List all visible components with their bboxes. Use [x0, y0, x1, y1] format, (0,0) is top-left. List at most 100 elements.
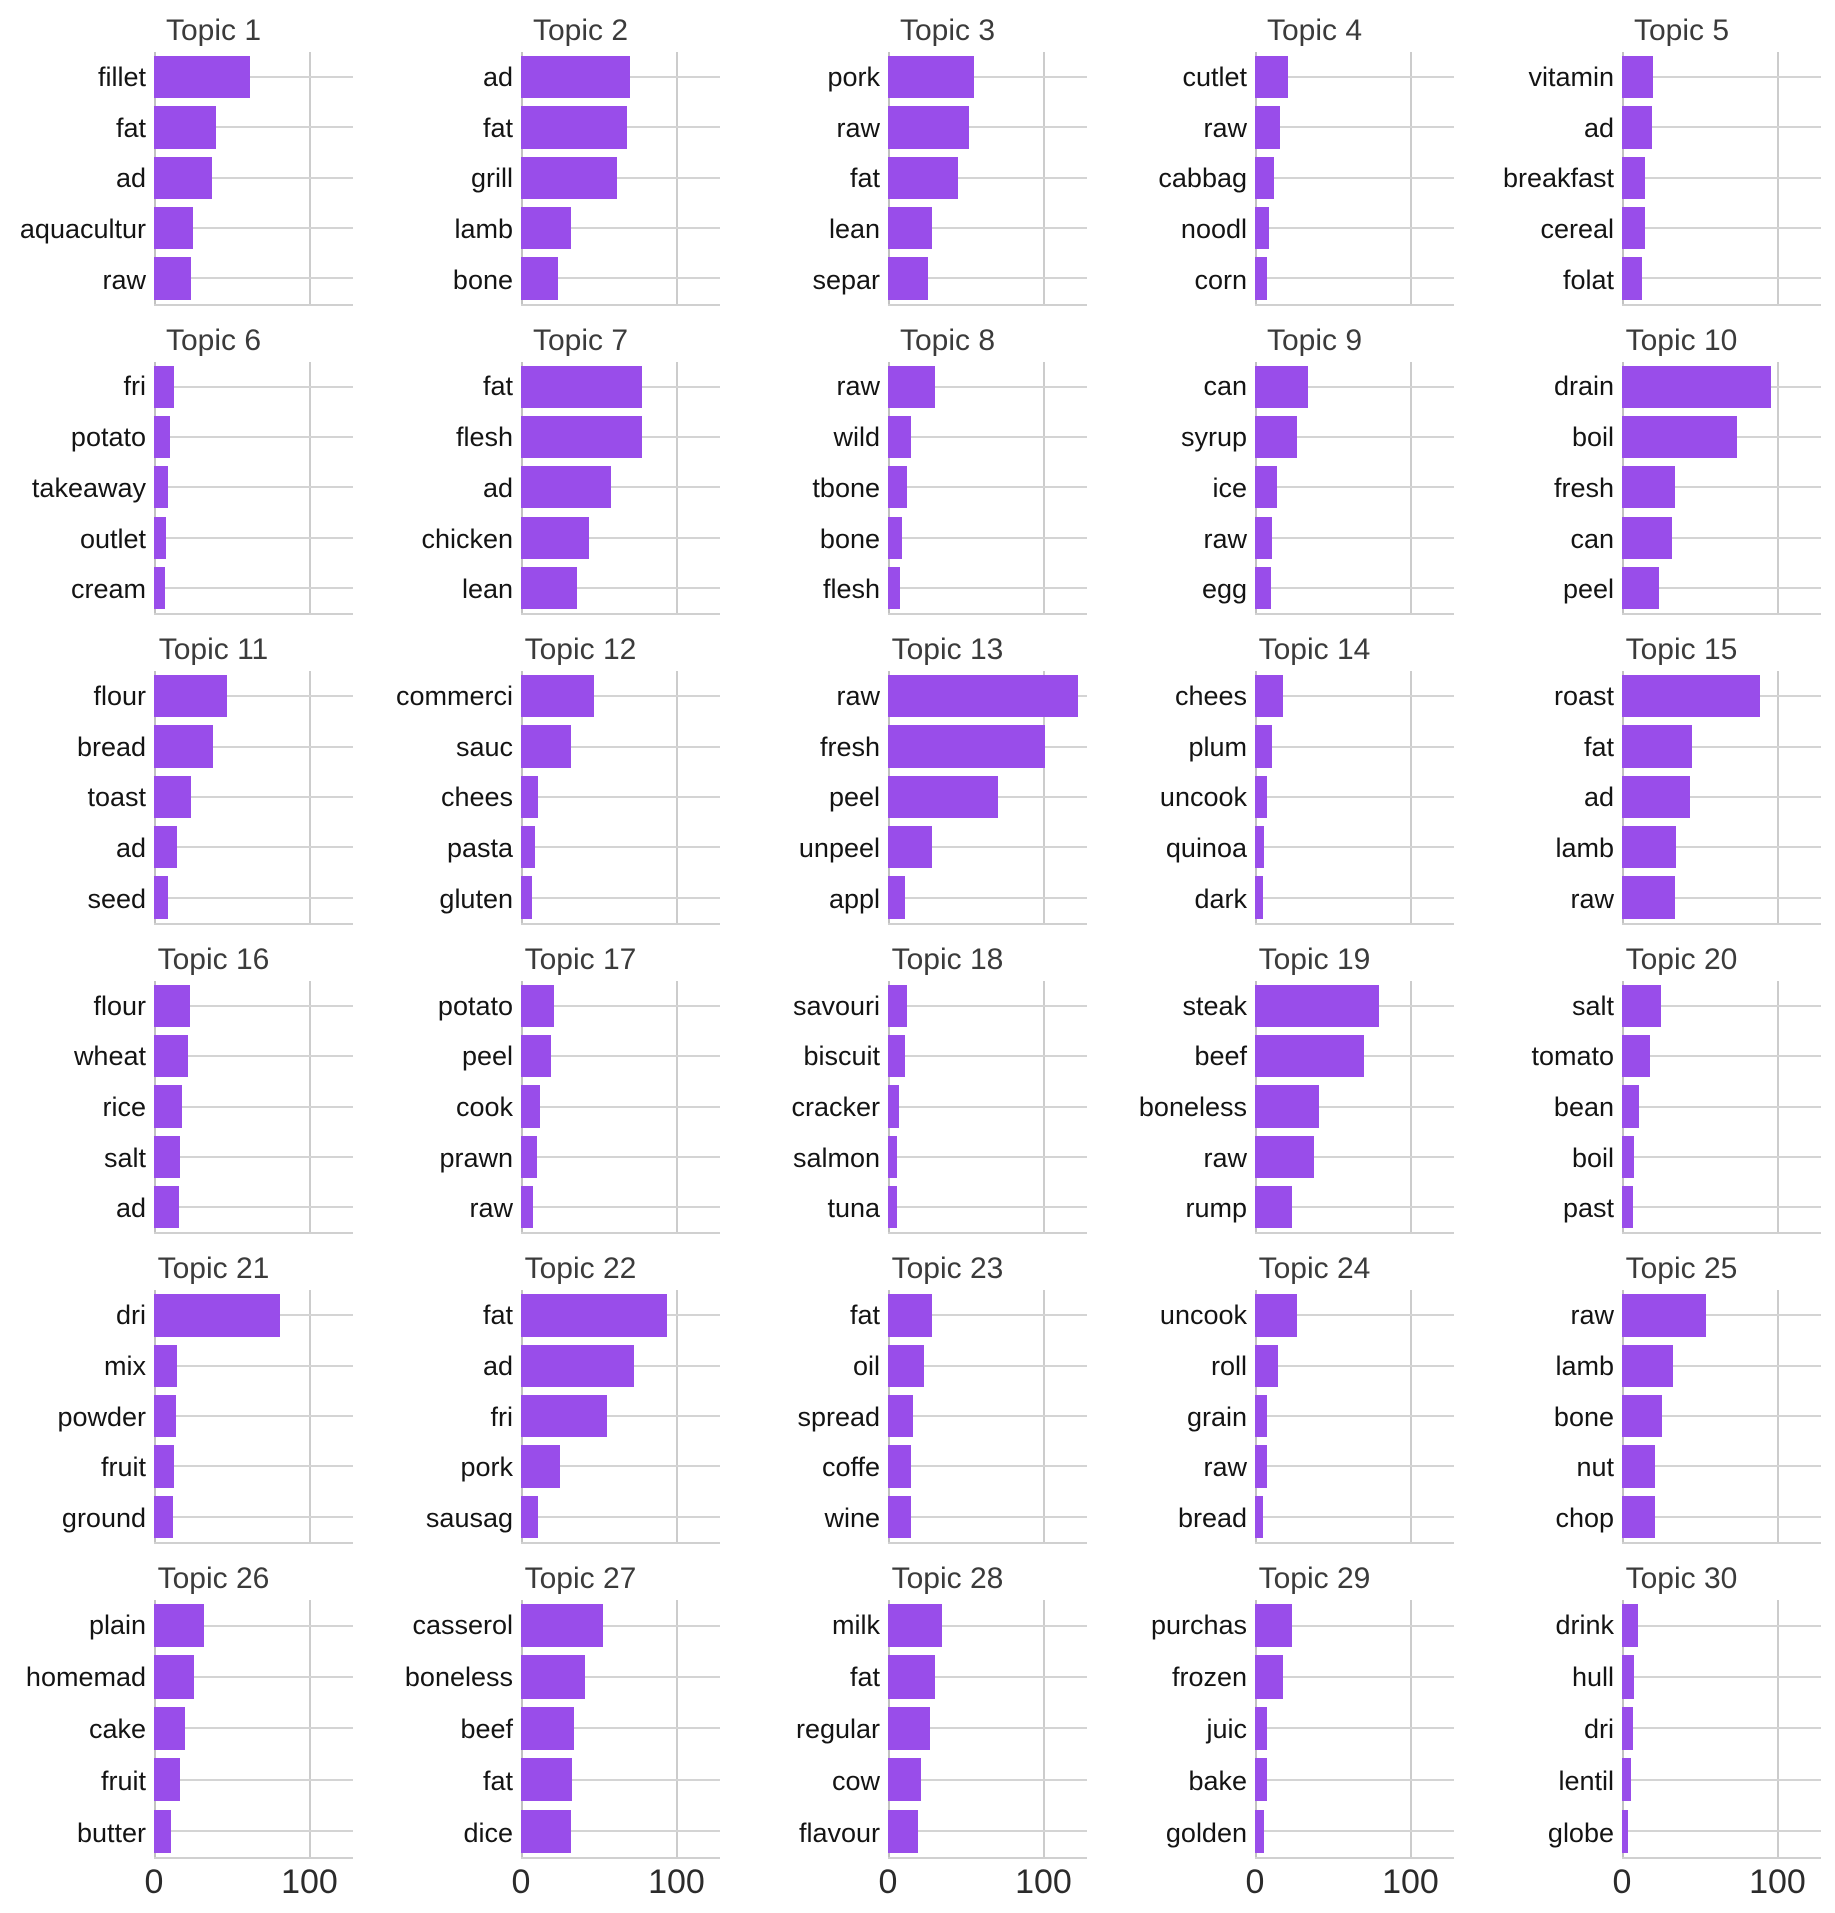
plot-track [154, 980, 353, 1235]
panel-title: Topic 26 [157, 1561, 270, 1595]
panel-title: Topic 23 [891, 1252, 1004, 1286]
plot-track [888, 1290, 1087, 1544]
gridline-y [154, 1105, 353, 1108]
bar-label: wild [833, 422, 880, 453]
plot-track [888, 671, 1087, 925]
bar-label: dice [463, 1817, 513, 1848]
bar [1255, 1344, 1279, 1387]
y-axis-labels: raw fresh peel unpeel appl [738, 671, 888, 925]
bar-row [154, 1754, 353, 1805]
topic-panel: Topic 9 can syrup ice raw egg [1101, 316, 1468, 626]
bar-label: commerci [395, 681, 513, 711]
bar [521, 775, 539, 819]
topic-panel: Topic 16 flour wheat rice salt ad [0, 935, 367, 1245]
tick-spacer [1472, 1859, 1622, 1903]
gridline-y [1622, 1004, 1821, 1007]
bar [521, 1603, 604, 1648]
bar-label: nut [1576, 1452, 1614, 1483]
bar-row [154, 412, 353, 462]
plot-area: raw wild tbone bone flesh [738, 361, 1087, 616]
bar-label: lamb [1555, 1350, 1614, 1381]
bar-row [521, 1651, 720, 1702]
bar-label: tomato [1531, 1041, 1614, 1072]
bar [154, 1185, 179, 1229]
bar-label: ad [1583, 782, 1614, 813]
bar-row [154, 1081, 353, 1131]
bar-label: pasta [446, 833, 513, 864]
bar-label: milk [832, 1610, 880, 1641]
gridline-y [1255, 536, 1454, 539]
plot-track [1622, 52, 1821, 306]
bar-label: egg [1201, 574, 1247, 605]
bar [521, 725, 571, 768]
bar-label: potato [70, 422, 146, 453]
bar-row [521, 721, 720, 771]
bar-label: lean [461, 574, 513, 605]
panel-title: Topic 7 [532, 323, 629, 357]
x-axis-ticks: 0 100 [4, 1859, 353, 1903]
gridline-y [1255, 1155, 1454, 1158]
gridline-y [888, 896, 1087, 899]
bar-label: homemad [25, 1662, 146, 1693]
gridline-y [1622, 1830, 1821, 1833]
bar [1622, 1135, 1635, 1178]
bar [154, 1394, 176, 1438]
x-tick-label-100: 100 [648, 1863, 705, 1901]
bar-label: grain [1186, 1401, 1247, 1432]
bar-label: uncook [1159, 782, 1247, 813]
bar-label: separ [812, 264, 880, 295]
panel-title: Topic 22 [524, 1252, 637, 1286]
plot-track [521, 361, 720, 616]
bar-row [154, 1391, 353, 1441]
tick-area: 0 100 [1246, 1859, 1454, 1903]
bar-row [1622, 1081, 1821, 1131]
bar-row [888, 1290, 1087, 1340]
bar [1622, 1085, 1640, 1128]
plot-track [154, 361, 353, 616]
gridline-y [888, 1830, 1087, 1833]
bar [1622, 1294, 1706, 1337]
bar [521, 257, 559, 300]
bar [1622, 1758, 1632, 1802]
x-axis-ticks: 0 100 [738, 1859, 1087, 1903]
bar-label: chop [1555, 1503, 1614, 1534]
bar-row [1622, 1806, 1821, 1857]
bar-row [1255, 1132, 1454, 1182]
bar [521, 415, 643, 459]
panel-title: Topic 16 [157, 942, 270, 976]
bar-label: ground [61, 1503, 146, 1534]
bar [154, 56, 251, 99]
bar [1622, 984, 1661, 1027]
gridline-y [1622, 745, 1821, 748]
bar [888, 516, 902, 559]
gridline-y [888, 1415, 1087, 1418]
bar-row [154, 1806, 353, 1857]
bar [1255, 1495, 1263, 1538]
panel-title: Topic 14 [1258, 633, 1371, 667]
bar-row [154, 822, 353, 872]
bar-row [1622, 1600, 1821, 1651]
bar-row [154, 1651, 353, 1702]
bar [521, 156, 618, 199]
bar [1255, 1809, 1265, 1853]
bar-label: fresh [1553, 472, 1614, 503]
bar [154, 675, 228, 718]
gridline-y [521, 277, 720, 280]
bar [888, 365, 935, 408]
bar-label: potato [437, 990, 513, 1021]
bar-label: peel [1562, 574, 1614, 605]
bar-label: ad [115, 833, 146, 864]
bar-label: wine [824, 1503, 880, 1534]
bar [1255, 725, 1273, 768]
gridline-y [888, 1314, 1087, 1317]
bar-label: ad [482, 472, 513, 503]
gridline-y [888, 1778, 1087, 1781]
plot-track [888, 361, 1087, 616]
bar-label: frozen [1171, 1662, 1247, 1693]
gridline-y [888, 1624, 1087, 1627]
gridline-y [1255, 1624, 1454, 1627]
gridline-y [888, 277, 1087, 280]
bar-label: fat [115, 112, 146, 143]
bar-label: cabbag [1158, 163, 1247, 194]
bar-row [521, 1754, 720, 1805]
